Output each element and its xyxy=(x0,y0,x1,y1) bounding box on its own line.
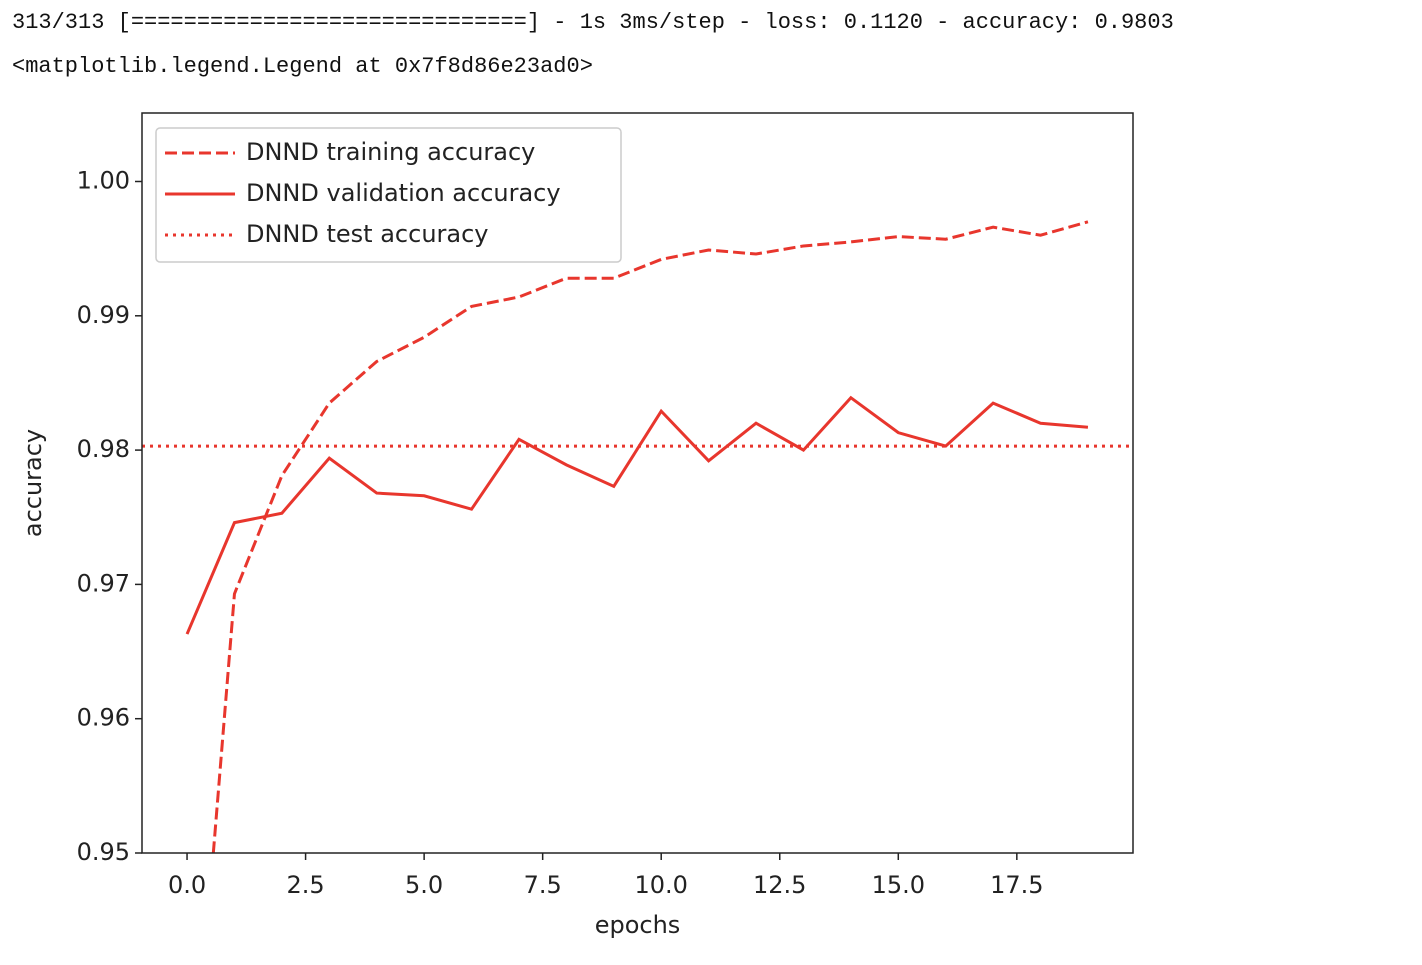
console-line: 313/313 [==============================]… xyxy=(12,10,1174,35)
x-tick-label: 0.0 xyxy=(168,871,206,899)
y-axis-label: accuracy xyxy=(19,429,47,537)
x-tick-label: 2.5 xyxy=(287,871,325,899)
x-tick-label: 12.5 xyxy=(753,871,806,899)
y-tick-label: 0.95 xyxy=(77,838,130,866)
x-tick-label: 17.5 xyxy=(990,871,1043,899)
legend-label: DNND validation accuracy xyxy=(246,179,561,207)
y-tick-label: 0.96 xyxy=(77,704,130,732)
x-tick-label: 15.0 xyxy=(872,871,925,899)
legend-label: DNND test accuracy xyxy=(246,220,489,248)
x-tick-label: 7.5 xyxy=(524,871,562,899)
series-line xyxy=(185,395,1089,635)
y-tick-label: 0.97 xyxy=(77,569,130,597)
series-line xyxy=(211,220,1089,853)
axes-frame xyxy=(141,112,1134,854)
x-tick-label: 10.0 xyxy=(634,871,687,899)
y-tick-label: 1.00 xyxy=(77,166,130,194)
x-axis-label: epochs xyxy=(595,911,681,939)
legend-box xyxy=(155,127,622,263)
y-tick-label: 0.99 xyxy=(77,301,130,329)
y-tick-label: 0.98 xyxy=(77,435,130,463)
plot-area xyxy=(142,220,1133,853)
console-line: <matplotlib.legend.Legend at 0x7f8d86e23… xyxy=(12,54,593,79)
x-tick-label: 5.0 xyxy=(405,871,443,899)
legend-label: DNND training accuracy xyxy=(246,138,535,166)
